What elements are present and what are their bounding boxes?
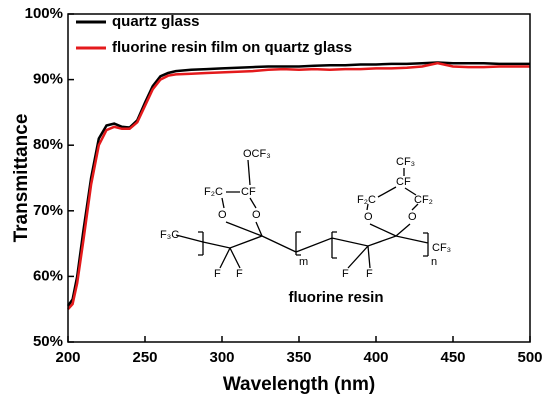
y-tick-label: 60%	[33, 267, 63, 284]
atom-label: O	[218, 209, 227, 221]
atom-label: CF	[241, 186, 256, 198]
y-tick-label: 80%	[33, 136, 63, 153]
atom-label: F₂C	[357, 194, 376, 206]
inset-structure: F₃C OCF₃ F₂C CF O O F F m CF₃ CF F₂C CF₂…	[160, 148, 451, 306]
x-tick-label: 500	[517, 349, 542, 366]
inset-caption: fluorine resin	[288, 289, 383, 306]
atom-label: CF₃	[396, 156, 415, 168]
atom-label: O	[408, 211, 417, 223]
y-tick-label: 70%	[33, 202, 63, 219]
x-tick-label: 250	[132, 349, 157, 366]
bonds	[175, 159, 429, 269]
atom-label: O	[252, 209, 261, 221]
atom-label: OCF₃	[243, 148, 271, 160]
x-tick-label: 350	[286, 349, 311, 366]
atom-label: F₃C	[160, 229, 179, 241]
series-line	[66, 61, 530, 307]
atom-label: F	[366, 268, 373, 280]
atom-label: CF	[396, 176, 411, 188]
atom-label: n	[431, 256, 437, 268]
y-tick-label: 90%	[33, 71, 63, 88]
atom-label: CF₂	[414, 194, 433, 206]
atom-label: O	[364, 211, 373, 223]
x-tick-label: 300	[209, 349, 234, 366]
y-tick-label: 100%	[25, 5, 63, 22]
atom-label: F	[214, 268, 221, 280]
x-axis-label: Wavelength (nm)	[223, 374, 375, 395]
atom-label: F	[342, 268, 349, 280]
atom-label: CF₃	[432, 242, 451, 254]
atom-label: F	[236, 268, 243, 280]
legend-label: fluorine resin film on quartz glass	[112, 39, 352, 56]
x-tick-label: 400	[363, 349, 388, 366]
x-tick-label: 200	[55, 349, 80, 366]
x-tick-label: 450	[440, 349, 465, 366]
atom-label: F₂C	[204, 186, 223, 198]
atom-label: m	[299, 256, 308, 268]
plot-frame	[67, 13, 531, 343]
y-axis-label: Transmittance	[11, 114, 32, 243]
legend-label: quartz glass	[112, 13, 200, 30]
y-tick-label: 50%	[33, 333, 63, 350]
series-line	[67, 61, 530, 311]
